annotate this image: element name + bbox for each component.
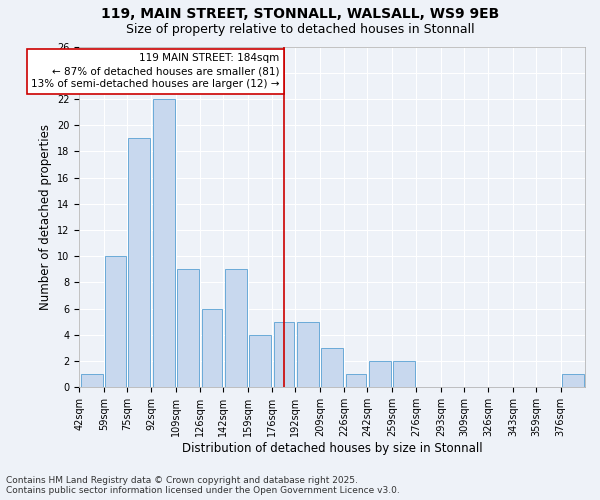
Bar: [321, 348, 343, 388]
Bar: [296, 322, 319, 388]
Y-axis label: Number of detached properties: Number of detached properties: [38, 124, 52, 310]
Text: 119, MAIN STREET, STONNALL, WALSALL, WS9 9EB: 119, MAIN STREET, STONNALL, WALSALL, WS9…: [101, 8, 499, 22]
Bar: [274, 322, 294, 388]
Bar: [177, 270, 199, 388]
Bar: [202, 308, 222, 388]
Bar: [346, 374, 367, 388]
Bar: [128, 138, 150, 388]
Bar: [105, 256, 126, 388]
Text: 119 MAIN STREET: 184sqm
← 87% of detached houses are smaller (81)
13% of semi-de: 119 MAIN STREET: 184sqm ← 87% of detache…: [31, 53, 280, 90]
Text: Size of property relative to detached houses in Stonnall: Size of property relative to detached ho…: [125, 22, 475, 36]
Text: Contains HM Land Registry data © Crown copyright and database right 2025.
Contai: Contains HM Land Registry data © Crown c…: [6, 476, 400, 495]
Bar: [562, 374, 584, 388]
X-axis label: Distribution of detached houses by size in Stonnall: Distribution of detached houses by size …: [182, 442, 482, 455]
Bar: [224, 270, 247, 388]
Bar: [393, 361, 415, 388]
Bar: [152, 99, 175, 388]
Bar: [249, 335, 271, 388]
Bar: [80, 374, 103, 388]
Bar: [368, 361, 391, 388]
